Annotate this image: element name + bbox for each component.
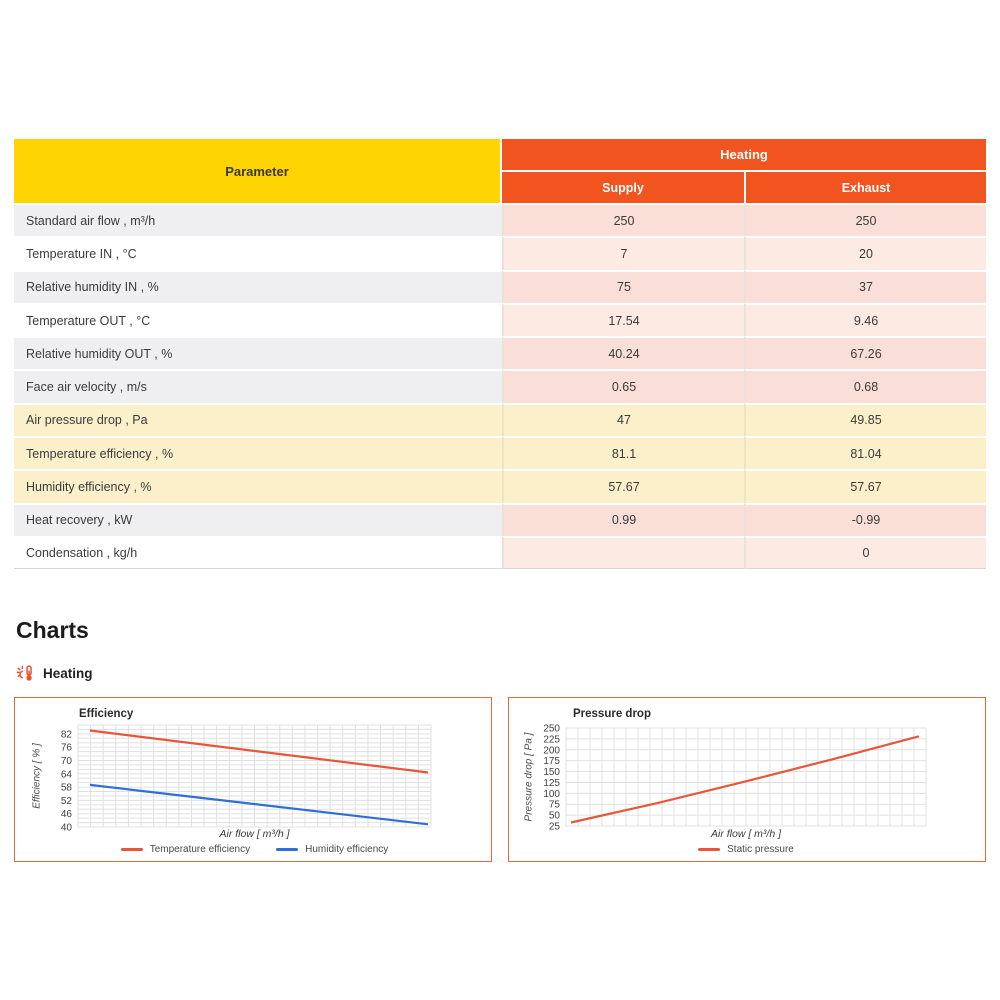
y-tick-label: 225 xyxy=(543,734,560,745)
parameter-name-cell: Air pressure drop , Pa xyxy=(14,402,502,437)
x-axis-label: Air flow [ m³/h ] xyxy=(710,828,781,840)
y-tick-label: 150 xyxy=(543,767,560,778)
y-tick-label: 70 xyxy=(61,756,73,767)
y-tick-label: 25 xyxy=(549,822,561,833)
supply-value-cell: 17.54 xyxy=(502,302,744,337)
parameter-name-cell: Relative humidity IN , % xyxy=(14,269,502,303)
chart-legend: Static pressure xyxy=(566,844,926,855)
legend-label: Static pressure xyxy=(727,844,794,855)
series-line xyxy=(89,729,429,774)
chart-title: Pressure drop xyxy=(573,708,651,720)
exhaust-value-cell: 0 xyxy=(744,535,987,570)
heating-subsection: Heating xyxy=(16,664,93,683)
parameter-name-cell: Temperature OUT , °C xyxy=(14,302,502,337)
table-row: Relative humidity OUT , % 40.24 67.26 xyxy=(14,336,987,370)
supply-value-cell: 40.24 xyxy=(502,336,744,370)
y-tick-label: 250 xyxy=(543,724,560,735)
pressure-drop-chart: Pressure drop Pressure drop [ Pa ] Air f… xyxy=(508,697,986,862)
table-row: Condensation , kg/h 0 xyxy=(14,535,987,570)
heating-subsection-label: Heating xyxy=(43,666,93,681)
exhaust-value-cell: 37 xyxy=(744,269,987,303)
legend-line-swatch xyxy=(120,848,143,851)
table-row: Air pressure drop , Pa 47 49.85 xyxy=(14,402,987,437)
supply-value-cell: 81.1 xyxy=(502,436,744,470)
exhaust-value-cell: 49.85 xyxy=(744,402,987,437)
table-header-row-cols: Supply Exhaust xyxy=(14,172,987,203)
heating-group-header: Heating xyxy=(502,139,987,172)
table-row: Standard air flow , m³/h 250 250 xyxy=(14,203,987,237)
exhaust-value-cell: 57.67 xyxy=(744,469,987,503)
y-tick-label: 76 xyxy=(61,743,73,754)
parameter-name-cell: Relative humidity OUT , % xyxy=(14,336,502,370)
supply-value-cell: 250 xyxy=(502,203,744,237)
supply-value-cell: 7 xyxy=(502,236,744,270)
y-tick-label: 46 xyxy=(61,809,73,820)
supply-value-cell: 0.65 xyxy=(502,369,744,403)
legend-line-swatch xyxy=(276,848,299,851)
exhaust-value-cell: -0.99 xyxy=(744,502,987,536)
exhaust-value-cell: 67.26 xyxy=(744,336,987,370)
supply-value-cell: 0.99 xyxy=(502,502,744,536)
table-row: Temperature IN , °C 7 20 xyxy=(14,236,987,270)
parameter-column-header: Parameter xyxy=(14,139,502,203)
chart-legend: Temperature efficiency Humidity efficienc… xyxy=(78,844,431,855)
y-tick-label: 64 xyxy=(61,769,73,780)
thermometer-sun-icon xyxy=(16,664,35,683)
exhaust-value-cell: 9.46 xyxy=(744,302,987,337)
parameter-name-cell: Condensation , kg/h xyxy=(14,535,502,570)
parameter-name-cell: Humidity efficiency , % xyxy=(14,469,502,503)
y-tick-label: 175 xyxy=(543,756,560,767)
efficiency-chart: Efficiency Efficiency [ % ] Air flow [ m… xyxy=(14,697,492,862)
x-axis-label: Air flow [ m³/h ] xyxy=(219,828,290,840)
supply-column-header: Supply xyxy=(502,172,744,203)
table-row: Humidity efficiency , % 57.67 57.67 xyxy=(14,469,987,503)
chart-title: Efficiency xyxy=(79,708,134,720)
parameter-name-cell: Temperature IN , °C xyxy=(14,236,502,270)
table-row: Heat recovery , kW 0.99 -0.99 xyxy=(14,502,987,536)
parameter-name-cell: Standard air flow , m³/h xyxy=(14,203,502,237)
legend-item: Temperature efficiency xyxy=(120,844,251,855)
exhaust-value-cell: 250 xyxy=(744,203,987,237)
parameter-name-cell: Temperature efficiency , % xyxy=(14,436,502,470)
y-tick-label: 100 xyxy=(543,789,560,800)
y-tick-label: 52 xyxy=(61,796,73,807)
supply-value-cell: 47 xyxy=(502,402,744,437)
y-tick-label: 125 xyxy=(543,778,560,789)
legend-label: Temperature efficiency xyxy=(149,844,251,855)
supply-value-cell: 57.67 xyxy=(502,469,744,503)
table-row: Face air velocity , m/s 0.65 0.68 xyxy=(14,369,987,403)
parameter-table-body: Standard air flow , m³/h 250 250 Temperatur… xyxy=(14,203,987,570)
table-row: Temperature efficiency , % 81.1 81.04 xyxy=(14,436,987,470)
exhaust-column-header: Exhaust xyxy=(744,172,987,203)
table-row: Relative humidity IN , % 75 37 xyxy=(14,269,987,303)
supply-value-cell: 75 xyxy=(502,269,744,303)
table-row: Temperature OUT , °C 17.54 9.46 xyxy=(14,302,987,337)
exhaust-value-cell: 0.68 xyxy=(744,369,987,403)
parameter-name-cell: Face air velocity , m/s xyxy=(14,369,502,403)
y-tick-label: 58 xyxy=(61,783,73,794)
supply-value-cell xyxy=(502,535,744,570)
legend-item: Humidity efficiency xyxy=(276,844,388,855)
chart-plot-area: 82 76 70 64 58 52 46 40 xyxy=(61,724,432,834)
parameters-table: Parameter Heating Supply Exhaust Standar… xyxy=(14,139,987,570)
exhaust-value-cell: 81.04 xyxy=(744,436,987,470)
y-tick-label: 50 xyxy=(549,811,561,822)
legend-line-swatch xyxy=(698,848,721,851)
parameter-name-cell: Heat recovery , kW xyxy=(14,502,502,536)
legend-label: Humidity efficiency xyxy=(305,844,389,855)
y-tick-label: 200 xyxy=(543,745,560,756)
y-tick-label: 82 xyxy=(61,729,73,740)
charts-section-title: Charts xyxy=(16,617,89,643)
y-tick-label: 75 xyxy=(549,800,561,811)
exhaust-value-cell: 20 xyxy=(744,236,987,270)
legend-item: Static pressure xyxy=(698,844,794,855)
y-tick-label: 40 xyxy=(61,823,73,834)
table-header-row-group: Parameter Heating xyxy=(14,139,987,203)
parameters-section: Parameter Heating Supply Exhaust Standar… xyxy=(14,139,987,570)
series-line xyxy=(570,735,920,824)
series-line xyxy=(89,783,429,826)
